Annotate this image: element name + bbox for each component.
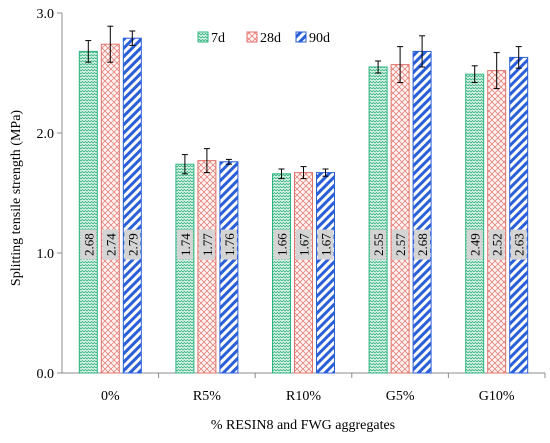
bar-7d-G10% [465, 73, 485, 374]
bar-28d-G10% [487, 70, 507, 374]
data-label-value: 2.74 [103, 233, 118, 256]
y-tick-label: 3.0 [37, 7, 55, 22]
data-label-box [124, 229, 141, 260]
legend: 7d 28d 90d [197, 31, 330, 46]
plot-area: 0.0 1.0 2.0 3.0 0% 2.68 2.74 2.79 R5% 1.74 1.77 1.7… [37, 7, 546, 404]
bar-28d-R5% [197, 160, 217, 374]
data-label: 1.76 [220, 229, 237, 260]
data-label-box [392, 229, 409, 260]
data-label: 1.67 [317, 229, 334, 260]
bar-28d-0% [100, 43, 120, 374]
x-axis-title: % RESIN8 and FWG aggregates [211, 418, 395, 433]
data-label: 2.55 [370, 229, 387, 260]
data-label-value: 2.79 [125, 233, 140, 256]
x-tick-label: R10% [286, 389, 321, 404]
data-label-box [414, 229, 431, 260]
data-label-value: 1.77 [200, 233, 215, 256]
data-label: 2.52 [488, 229, 505, 260]
data-label-value: 2.68 [415, 233, 430, 256]
bar-90d-G5% [412, 50, 432, 374]
data-label: 1.77 [198, 229, 215, 260]
data-label-box [370, 229, 387, 260]
bar-28d-R10% [294, 172, 313, 374]
legend-label: 28d [260, 31, 281, 46]
data-label-box [466, 229, 483, 260]
bar-90d-R5% [219, 161, 239, 374]
y-axis-title-group: Splitting tensile strength (MPa) [9, 110, 24, 286]
bar-90d-G10% [509, 56, 529, 374]
data-label-value: 1.76 [222, 233, 237, 256]
data-label-box [317, 229, 334, 260]
data-label: 2.49 [466, 229, 483, 260]
bar-7d-R10% [272, 173, 291, 374]
data-label-value: 2.55 [371, 233, 386, 256]
legend-label: 7d [211, 31, 225, 46]
data-label-value: 2.57 [393, 233, 408, 256]
legend-swatch-28d [246, 31, 258, 43]
data-label-value: 1.67 [297, 233, 312, 256]
legend-swatch-90d [295, 31, 307, 43]
data-label: 2.63 [510, 229, 527, 260]
x-tick-label: 0% [101, 389, 120, 404]
y-axis-title: Splitting tensile strength (MPa) [9, 110, 24, 286]
bar-7d-G5% [368, 66, 388, 374]
y-tick-label: 2.0 [37, 127, 55, 142]
data-label-value: 2.52 [490, 233, 505, 256]
legend-label: 90d [309, 31, 330, 46]
data-label-value: 2.68 [81, 233, 96, 256]
data-label-box [80, 229, 97, 260]
data-label: 2.79 [124, 229, 141, 260]
data-label: 1.66 [273, 229, 290, 260]
data-label-box [176, 229, 193, 260]
data-label-value: 1.67 [319, 233, 334, 256]
data-label-box [510, 229, 527, 260]
data-label: 2.57 [392, 229, 409, 260]
x-tick-label: G5% [386, 389, 415, 404]
x-tick-label: R5% [193, 389, 221, 404]
x-tick-label: G10% [479, 389, 515, 404]
data-label: 2.74 [102, 229, 119, 260]
data-label: 2.68 [80, 229, 97, 260]
bar-28d-G5% [390, 64, 410, 374]
data-label-value: 2.63 [512, 233, 527, 256]
data-label-box [198, 229, 215, 260]
bar-90d-0% [122, 37, 142, 374]
data-label-value: 1.74 [178, 233, 193, 256]
legend-swatch-7d [197, 31, 209, 43]
data-label: 1.67 [295, 229, 312, 260]
data-label-box [273, 229, 290, 260]
bar-90d-R10% [316, 172, 335, 374]
data-label-box [488, 229, 505, 260]
data-label-box [295, 229, 312, 260]
bar-7d-R5% [175, 163, 195, 374]
data-label: 2.68 [414, 229, 431, 260]
data-label-value: 1.66 [275, 233, 290, 256]
data-label: 1.74 [176, 229, 193, 260]
data-label-value: 2.49 [468, 233, 483, 256]
data-label-box [220, 229, 237, 260]
y-tick-label: 0.0 [37, 367, 55, 382]
y-tick-label: 1.0 [37, 247, 55, 262]
data-label-box [102, 229, 119, 260]
bar-7d-0% [78, 50, 98, 374]
